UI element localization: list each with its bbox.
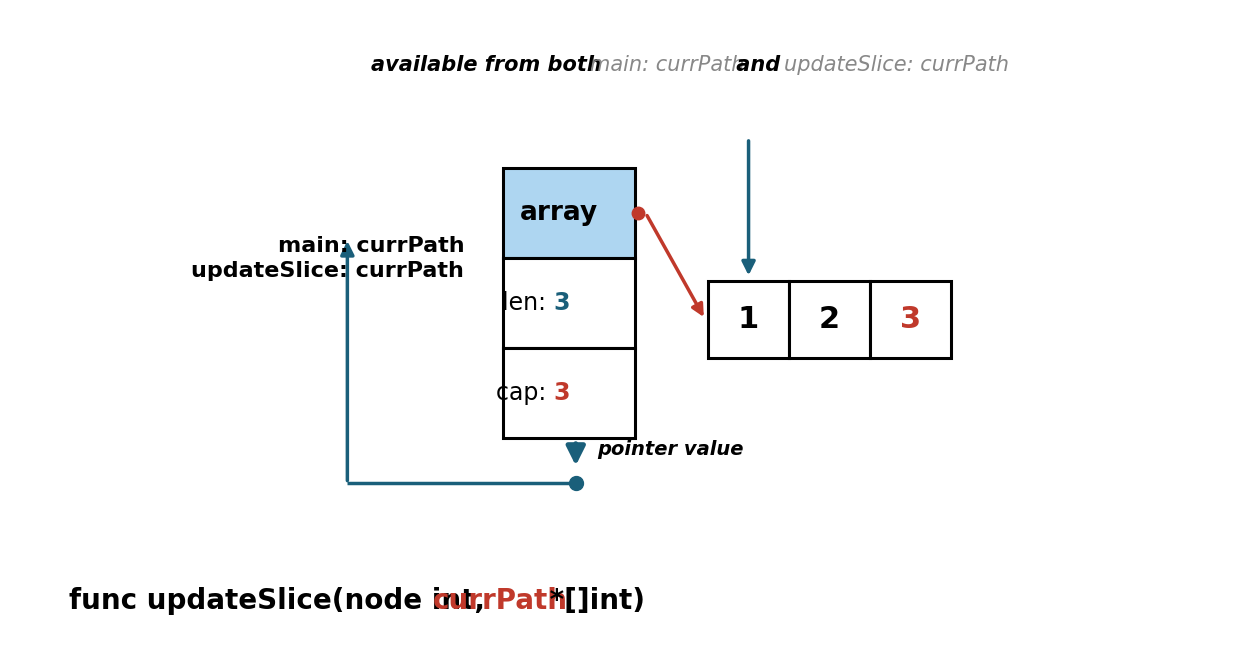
Bar [708, 281, 789, 358]
Text: 3: 3 [554, 291, 570, 315]
Text: and: and [730, 55, 788, 75]
Text: func updateSlice(node int,: func updateSlice(node int, [69, 587, 494, 616]
Text: updateSlice: currPath: updateSlice: currPath [784, 55, 1009, 75]
Text: 3: 3 [899, 305, 921, 334]
Text: pointer value: pointer value [598, 440, 743, 459]
Text: 3: 3 [554, 382, 570, 406]
Bar [871, 281, 951, 358]
Bar [503, 258, 635, 348]
Text: available from both: available from both [371, 55, 609, 75]
Text: len:: len: [502, 291, 554, 315]
Text: updateSlice: currPath: updateSlice: currPath [191, 261, 464, 281]
Text: currPath: currPath [433, 587, 567, 616]
Bar [503, 168, 635, 258]
Text: main: currPath: main: currPath [278, 236, 464, 255]
Text: cap:: cap: [496, 382, 554, 406]
Text: 1: 1 [738, 305, 759, 334]
Text: 2: 2 [819, 305, 840, 334]
Bar [503, 348, 635, 438]
Text: array: array [520, 200, 598, 226]
Text: *[]int): *[]int) [541, 587, 645, 616]
Bar [789, 281, 871, 358]
Text: main: currPath: main: currPath [590, 55, 745, 75]
